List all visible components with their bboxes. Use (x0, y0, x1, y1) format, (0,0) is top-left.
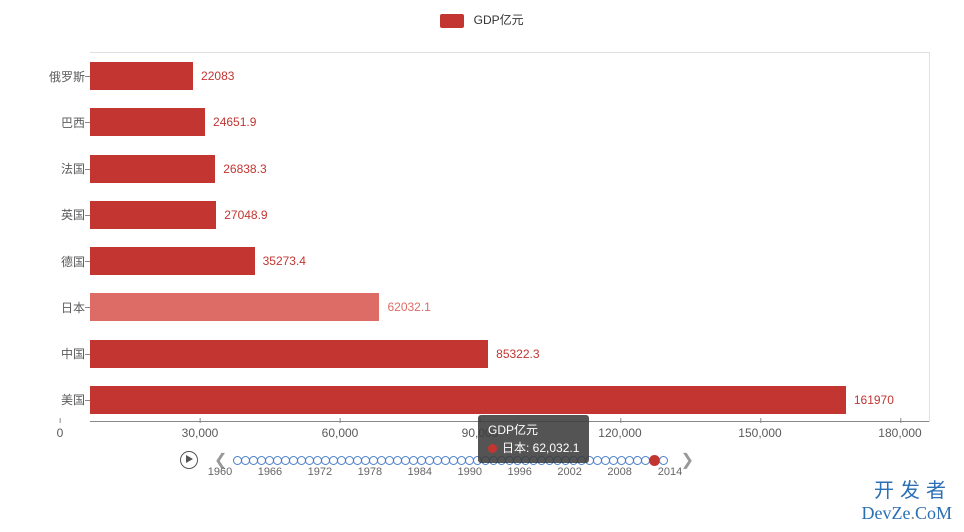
x-tick-label: 0 (57, 426, 64, 440)
legend-label: GDP亿元 (474, 13, 524, 27)
bar-value-label: 161970 (846, 393, 894, 407)
bar-value-label: 62032.1 (379, 300, 430, 314)
y-axis-label: 法国 (30, 160, 85, 177)
bar-row: 俄罗斯22083 (90, 53, 929, 99)
bar-row: 英国27048.9 (90, 192, 929, 238)
play-button[interactable] (180, 451, 198, 469)
bar-row: 日本62032.1 (90, 284, 929, 330)
chart-bar[interactable]: 22083 (90, 62, 193, 90)
watermark: 开发者 DevZe.CoM (862, 474, 953, 524)
y-axis-label: 美国 (30, 391, 85, 408)
timeline-year-label: 1972 (308, 466, 332, 478)
y-axis-label: 英国 (30, 206, 85, 223)
timeline-year-label: 2014 (658, 466, 682, 478)
timeline-year-label: 1984 (408, 466, 432, 478)
watermark-en: DevZe.CoM (862, 503, 953, 524)
chart-bar[interactable]: 161970 (90, 386, 846, 414)
gdp-bar-chart: GDP亿元 俄罗斯22083巴西24651.9法国26838.3英国27048.… (0, 0, 964, 532)
timeline-year-label: 2008 (607, 466, 631, 478)
watermark-cn: 开发者 (862, 474, 953, 503)
x-tick-label: 90,000 (462, 426, 499, 440)
bar-row: 美国161970 (90, 377, 929, 423)
timeline-dot[interactable] (659, 456, 668, 465)
x-axis-line (90, 421, 929, 422)
x-tick-label: 30,000 (182, 426, 219, 440)
timeline-year-label: 1966 (258, 466, 282, 478)
y-axis-label: 巴西 (30, 114, 85, 131)
y-axis-label: 德国 (30, 253, 85, 270)
bar-row: 德国35273.4 (90, 238, 929, 284)
chart-legend: GDP亿元 (30, 8, 934, 32)
bar-value-label: 26838.3 (215, 162, 266, 176)
legend-swatch (440, 14, 464, 28)
chart-bar[interactable]: 35273.4 (90, 247, 255, 275)
chart-bar[interactable]: 62032.1 (90, 293, 379, 321)
bar-row: 中国85322.3 (90, 331, 929, 377)
bar-value-label: 24651.9 (205, 115, 256, 129)
x-tick-label: 60,000 (322, 426, 359, 440)
bar-value-label: 22083 (193, 69, 234, 83)
bar-row: 法国26838.3 (90, 146, 929, 192)
timeline-year-label: 1996 (507, 466, 531, 478)
timeline-year-label: 1990 (458, 466, 482, 478)
chart-bar[interactable]: 27048.9 (90, 201, 216, 229)
bar-row: 巴西24651.9 (90, 99, 929, 145)
timeline-track[interactable] (233, 453, 674, 467)
timeline-year-label: 1960 (208, 466, 232, 478)
timeline-year-label: 2002 (557, 466, 581, 478)
chart-bar[interactable]: 85322.3 (90, 340, 488, 368)
timeline-year-label: 1978 (358, 466, 382, 478)
plot-area: 俄罗斯22083巴西24651.9法国26838.3英国27048.9德国352… (90, 52, 930, 422)
x-tick-label: 120,000 (598, 426, 641, 440)
x-axis-ticks: 030,00060,00090,000120,000150,000180,000 (60, 426, 900, 446)
x-tick-label: 180,000 (878, 426, 921, 440)
timeline-year-labels: 1960196619721978198419901996200220082014 (220, 466, 670, 482)
y-axis-label: 俄罗斯 (30, 68, 85, 85)
x-tick-label: 150,000 (738, 426, 781, 440)
bar-value-label: 27048.9 (216, 208, 267, 222)
chart-bar[interactable]: 24651.9 (90, 108, 205, 136)
chart-bar[interactable]: 26838.3 (90, 155, 215, 183)
bar-value-label: 35273.4 (255, 254, 306, 268)
y-axis-label: 日本 (30, 299, 85, 316)
y-axis-label: 中国 (30, 345, 85, 362)
bar-value-label: 85322.3 (488, 347, 539, 361)
